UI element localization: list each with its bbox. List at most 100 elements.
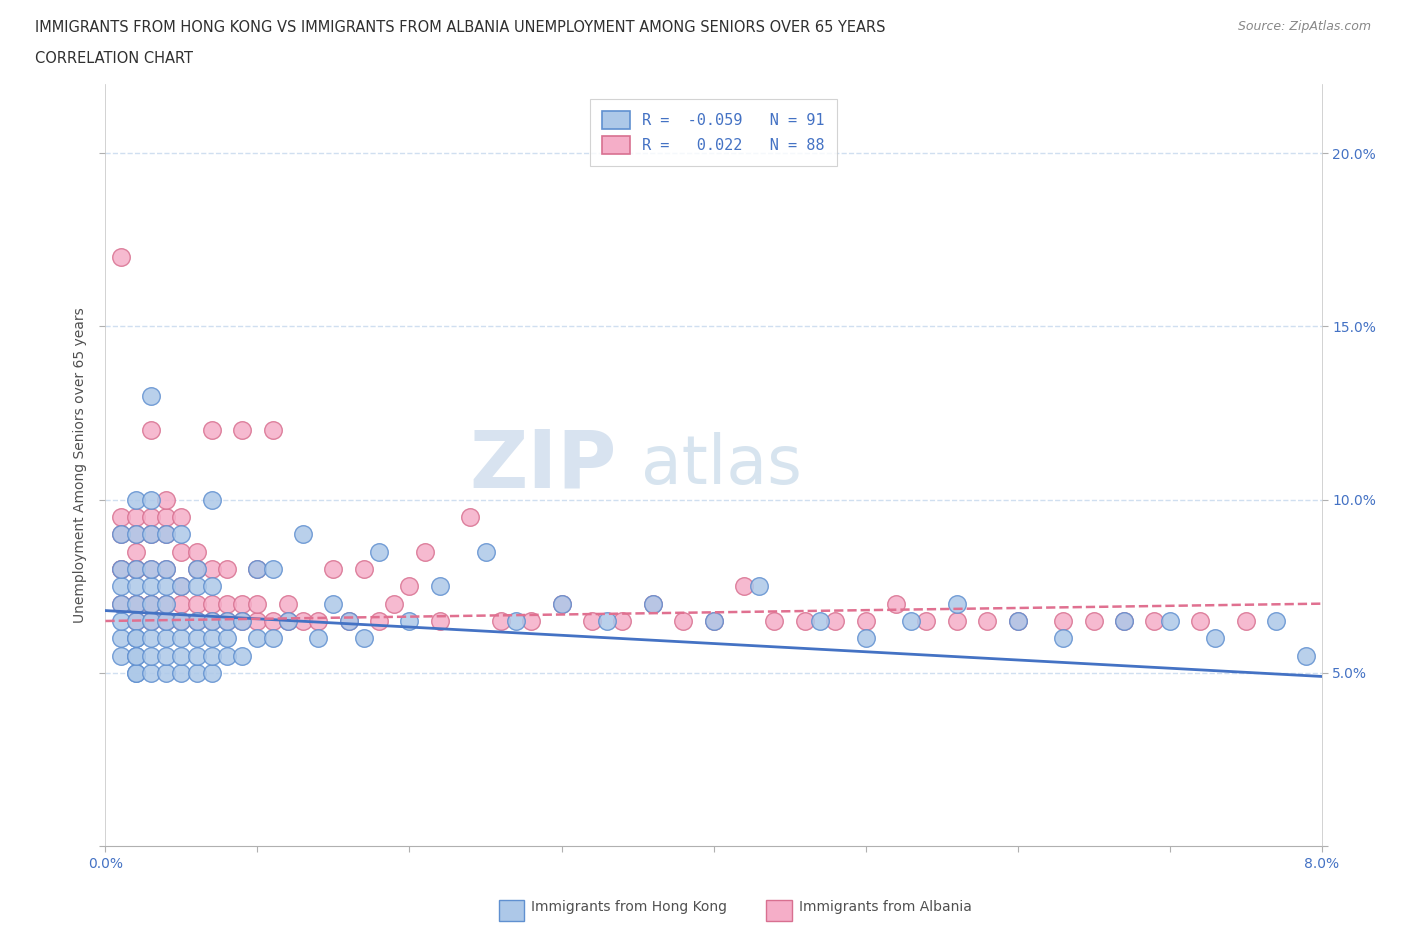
Point xyxy=(110,631,132,645)
Point xyxy=(1112,614,1135,629)
Point xyxy=(1204,631,1226,645)
Y-axis label: Unemployment Among Seniors over 65 years: Unemployment Among Seniors over 65 years xyxy=(73,307,87,623)
Point xyxy=(139,614,162,629)
Point xyxy=(186,666,208,681)
Point xyxy=(855,631,877,645)
Point xyxy=(110,562,132,577)
Point xyxy=(186,614,208,629)
Point xyxy=(110,562,132,577)
Point xyxy=(139,423,162,438)
Point xyxy=(186,648,208,663)
Point xyxy=(110,527,132,542)
Point xyxy=(368,544,391,559)
Point xyxy=(186,578,208,593)
Point xyxy=(125,562,148,577)
Point xyxy=(307,631,329,645)
Point xyxy=(170,614,193,629)
Point xyxy=(231,648,253,663)
Point xyxy=(170,578,193,593)
Point xyxy=(125,614,148,629)
Point xyxy=(201,631,224,645)
Point xyxy=(1007,614,1029,629)
Point xyxy=(125,527,148,542)
Point xyxy=(155,596,177,611)
Point xyxy=(262,562,284,577)
Point xyxy=(672,614,695,629)
Point xyxy=(217,614,239,629)
Point xyxy=(641,596,664,611)
Point xyxy=(125,510,148,525)
Point xyxy=(429,614,451,629)
Point xyxy=(884,596,907,611)
Point xyxy=(125,492,148,507)
Point xyxy=(201,666,224,681)
Point xyxy=(292,527,315,542)
Point xyxy=(139,527,162,542)
Point xyxy=(429,578,451,593)
Point xyxy=(458,510,481,525)
Point xyxy=(139,666,162,681)
Point xyxy=(139,596,162,611)
Point xyxy=(201,492,224,507)
Point xyxy=(505,614,527,629)
Point xyxy=(1295,648,1317,663)
Point xyxy=(382,596,405,611)
Point xyxy=(262,423,284,438)
Point xyxy=(824,614,846,629)
Point xyxy=(110,648,132,663)
Point xyxy=(110,527,132,542)
Point xyxy=(139,596,162,611)
Point xyxy=(139,510,162,525)
Point xyxy=(139,596,162,611)
Point xyxy=(808,614,831,629)
Point xyxy=(110,578,132,593)
Point xyxy=(855,614,877,629)
Point xyxy=(246,562,269,577)
Point xyxy=(155,578,177,593)
Point xyxy=(353,562,375,577)
Point xyxy=(186,631,208,645)
Point xyxy=(125,666,148,681)
Point xyxy=(337,614,360,629)
Point xyxy=(139,388,162,403)
Point xyxy=(322,596,344,611)
Point xyxy=(277,614,299,629)
Point xyxy=(277,614,299,629)
Point xyxy=(596,614,619,629)
Point xyxy=(231,596,253,611)
Point xyxy=(1052,631,1074,645)
Point xyxy=(748,578,770,593)
Point xyxy=(155,527,177,542)
Point xyxy=(217,631,239,645)
Point xyxy=(125,614,148,629)
Point xyxy=(292,614,315,629)
Point xyxy=(139,527,162,542)
Point xyxy=(201,648,224,663)
Text: Immigrants from Hong Kong: Immigrants from Hong Kong xyxy=(531,899,727,914)
Point xyxy=(231,423,253,438)
Point xyxy=(139,614,162,629)
Point xyxy=(1188,614,1211,629)
Point xyxy=(155,614,177,629)
Point xyxy=(262,614,284,629)
Point xyxy=(413,544,436,559)
Point xyxy=(322,562,344,577)
Text: IMMIGRANTS FROM HONG KONG VS IMMIGRANTS FROM ALBANIA UNEMPLOYMENT AMONG SENIORS : IMMIGRANTS FROM HONG KONG VS IMMIGRANTS … xyxy=(35,20,886,35)
Point xyxy=(641,596,664,611)
Point xyxy=(201,596,224,611)
Text: ZIP: ZIP xyxy=(470,426,616,504)
Point xyxy=(139,631,162,645)
Point xyxy=(1234,614,1257,629)
Point xyxy=(231,614,253,629)
Point xyxy=(520,614,543,629)
Point xyxy=(155,562,177,577)
Point xyxy=(1052,614,1074,629)
Point xyxy=(155,631,177,645)
Point xyxy=(155,562,177,577)
Point xyxy=(125,631,148,645)
Point xyxy=(702,614,725,629)
Point xyxy=(125,666,148,681)
Point xyxy=(201,423,224,438)
Point xyxy=(170,510,193,525)
Point xyxy=(110,510,132,525)
